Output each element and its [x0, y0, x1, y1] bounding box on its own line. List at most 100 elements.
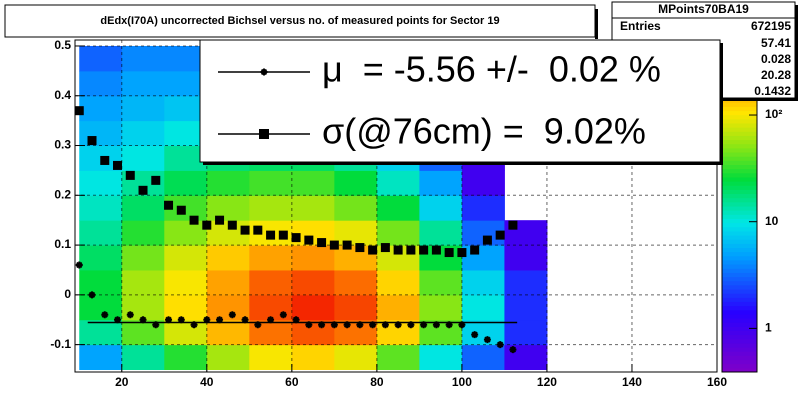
colorbar-step — [722, 318, 757, 323]
square-marker — [380, 243, 390, 253]
heatmap-cell — [419, 195, 463, 221]
x-tick-label: 160 — [707, 375, 727, 389]
x-tick-label: 140 — [622, 375, 642, 389]
heatmap-cell — [461, 344, 505, 371]
heatmap-cell — [121, 220, 165, 246]
heatmap-cell — [164, 319, 208, 346]
heatmap-cell — [419, 170, 463, 196]
colorbar-step — [722, 297, 757, 302]
square-marker — [151, 175, 161, 185]
colorbar-step — [722, 168, 757, 174]
square-marker — [125, 170, 135, 180]
heatmap-cell — [334, 195, 378, 221]
heatmap-cell — [164, 245, 208, 271]
heatmap-cell — [291, 170, 335, 196]
colorbar-step — [722, 235, 757, 240]
star-marker — [101, 311, 109, 319]
square-marker — [87, 136, 97, 146]
colorbar-step — [722, 280, 757, 286]
colorbar-tick-label: 10 — [765, 214, 779, 228]
x-tick-label: 80 — [370, 375, 384, 389]
y-tick-label: 0.3 — [54, 138, 71, 152]
star-marker — [432, 321, 440, 329]
heatmap-cell — [291, 245, 335, 271]
colorbar-step — [722, 193, 757, 199]
colorbar-step — [722, 156, 757, 161]
heatmap-cell — [461, 269, 505, 296]
star-marker — [139, 316, 147, 324]
colorbar-step — [722, 172, 757, 178]
heatmap-cell — [164, 220, 208, 246]
title-shadow — [595, 9, 598, 39]
colorbar-step — [722, 106, 757, 112]
stats-value: 0.1432 — [754, 84, 791, 98]
heatmap-cell — [249, 269, 293, 296]
heatmap-cell — [376, 170, 420, 196]
heatmap-cell — [121, 195, 165, 221]
star-marker — [483, 336, 491, 344]
heatmap-cell — [121, 70, 165, 97]
heatmap-cell — [504, 319, 548, 346]
square-marker — [164, 200, 174, 210]
heatmap-cell — [376, 220, 420, 246]
heatmap-cell — [121, 269, 165, 296]
star-marker — [458, 321, 466, 329]
y-tick-label: -0.1 — [50, 337, 71, 351]
heatmap-cell — [334, 220, 378, 246]
star-marker — [330, 321, 338, 329]
colorbar-step — [722, 197, 757, 203]
heatmap-cell — [121, 95, 165, 122]
star-marker — [471, 331, 479, 339]
colorbar-step — [722, 259, 757, 265]
colorbar-step — [722, 264, 757, 269]
square-marker — [253, 225, 263, 235]
star-marker — [114, 316, 122, 324]
star-marker — [241, 316, 249, 324]
x-tick-label: 40 — [200, 375, 214, 389]
square-marker — [189, 215, 199, 225]
star-marker — [496, 341, 504, 349]
star-marker — [420, 321, 428, 329]
colorbar-step — [722, 255, 757, 261]
heatmap-cell — [206, 319, 250, 346]
star-marker — [216, 316, 224, 324]
heatmap-cell — [164, 294, 208, 321]
square-marker — [138, 185, 148, 195]
colorbar-step — [722, 147, 757, 153]
square-marker — [215, 215, 225, 225]
colorbar-step — [722, 239, 757, 244]
heatmap-cell — [79, 70, 123, 97]
colorbar-step — [722, 347, 757, 352]
heatmap-cell — [79, 319, 123, 346]
colorbar-step — [722, 355, 757, 361]
colorbar-step — [722, 313, 757, 319]
colorbar-step — [722, 127, 757, 132]
heatmap-cell — [249, 245, 293, 271]
x-tick-label: 60 — [285, 375, 299, 389]
heatmap-cell — [461, 319, 505, 346]
heatmap-cell — [121, 344, 165, 371]
heatmap-cell — [121, 45, 165, 72]
star-marker — [203, 316, 211, 324]
heatmap-cell — [419, 220, 463, 246]
heatmap-cell — [291, 269, 335, 296]
heatmap-cell — [334, 269, 378, 296]
colorbar-step — [722, 185, 757, 190]
colorbar-step — [722, 322, 757, 327]
square-marker — [393, 245, 403, 255]
x-tick-label: 120 — [537, 375, 557, 389]
star-marker — [260, 68, 268, 76]
heatmap-cell — [249, 195, 293, 221]
heatmap-cell — [79, 120, 123, 147]
square-marker — [329, 240, 339, 250]
heatmap-cell — [376, 269, 420, 296]
square-marker — [100, 155, 110, 165]
heatmap-cell — [504, 294, 548, 321]
heatmap-cell — [249, 344, 293, 371]
stats-label: Entries — [620, 19, 661, 33]
colorbar-step — [722, 230, 757, 236]
heatmap-cell — [206, 269, 250, 296]
colorbar-step — [722, 114, 757, 120]
heatmap-cell — [334, 170, 378, 196]
colorbar-step — [722, 201, 757, 207]
